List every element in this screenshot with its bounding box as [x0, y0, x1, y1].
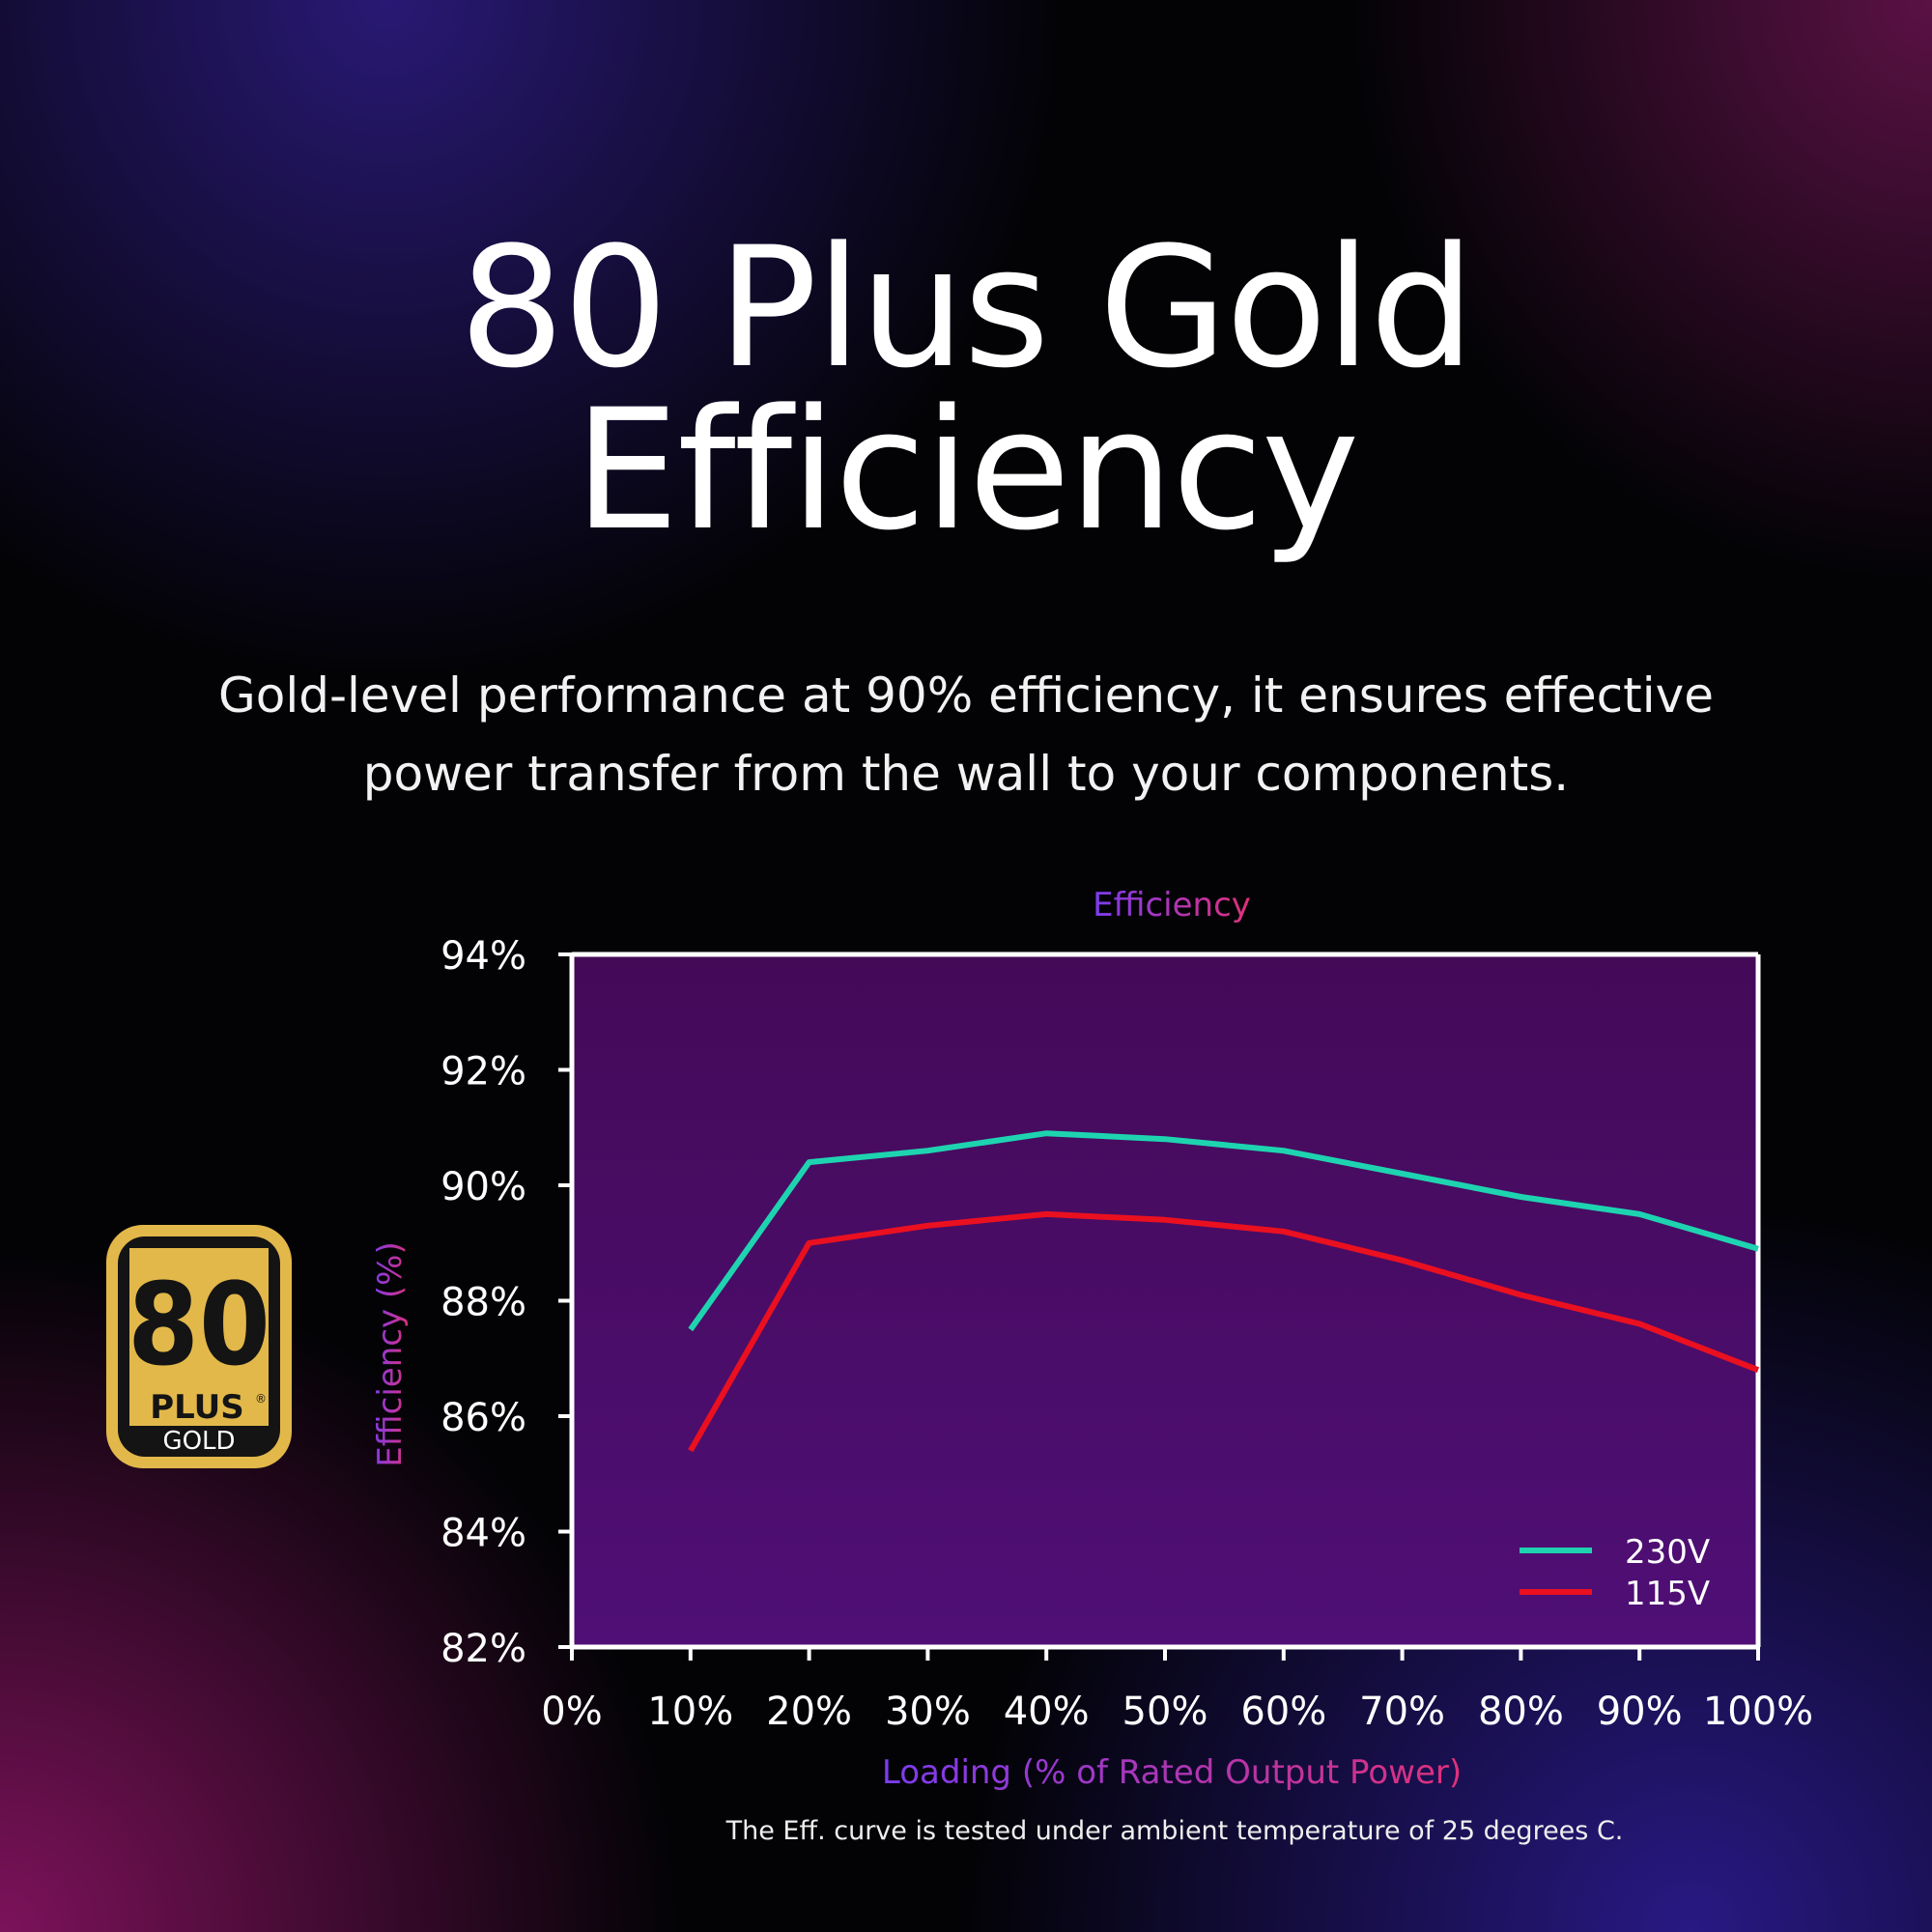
badge-registered-mark: ® — [255, 1392, 267, 1406]
badge-plus: PLUS — [150, 1388, 243, 1427]
x-tick-label: 80% — [1478, 1690, 1564, 1734]
page-title-line-1: 80 Plus Gold — [459, 211, 1475, 405]
badge-number: 80 — [128, 1258, 270, 1391]
x-tick-label: 70% — [1359, 1690, 1445, 1734]
y-axis-label: Efficiency (%) — [371, 1241, 410, 1466]
series-line-115V — [688, 1210, 1760, 1453]
page-title-line-2: Efficiency — [574, 373, 1359, 567]
chart-title: Efficiency — [1093, 886, 1251, 924]
y-tick-label: 94% — [440, 934, 526, 979]
y-tick-label: 90% — [440, 1165, 526, 1209]
x-tick-label: 20% — [766, 1690, 852, 1734]
series-lines — [688, 1130, 1760, 1453]
series-line-230V — [688, 1130, 1759, 1332]
legend-label-115V: 115V — [1625, 1575, 1710, 1613]
badge-tier: GOLD — [162, 1427, 235, 1456]
x-axis-label: Loading (% of Rated Output Power) — [882, 1753, 1462, 1792]
y-tick-label: 88% — [440, 1281, 526, 1325]
page-subtitle-line-1: Gold-level performance at 90% efficiency… — [218, 668, 1714, 724]
y-tick-label: 82% — [440, 1627, 526, 1671]
y-tick-label: 92% — [440, 1050, 526, 1094]
x-tick-label: 100% — [1703, 1690, 1813, 1734]
80-plus-gold-badge-logo: 80 PLUS ® GOLD — [106, 1225, 292, 1468]
page-title: 80 Plus Gold Efficiency — [0, 211, 1932, 567]
x-tick-label: 60% — [1240, 1690, 1326, 1734]
page-subtitle: Gold-level performance at 90% efficiency… — [193, 657, 1739, 813]
x-tick-label: 10% — [647, 1690, 733, 1734]
x-tick-label: 30% — [885, 1690, 971, 1734]
x-tick-label: 0% — [541, 1690, 602, 1734]
footnote: The Eff. curve is tested under ambient t… — [725, 1816, 1624, 1846]
plot-area — [572, 954, 1758, 1647]
x-tick-label: 50% — [1122, 1690, 1208, 1734]
badge-number-panel — [129, 1248, 269, 1385]
legend-label-230V: 230V — [1625, 1533, 1710, 1572]
y-tick-label: 86% — [440, 1396, 526, 1440]
x-tick-label: 40% — [1004, 1690, 1090, 1734]
y-tick-label: 84% — [440, 1512, 526, 1556]
badge-plus-panel — [129, 1385, 269, 1426]
axes: 94% 92% 90% 88% 86% 84% 82% 0% 10% 20% 30% 40% 50% 60… — [440, 934, 1813, 1734]
x-tick-label: 90% — [1597, 1690, 1683, 1734]
page-subtitle-line-2: power transfer from the wall to your com… — [362, 746, 1570, 802]
